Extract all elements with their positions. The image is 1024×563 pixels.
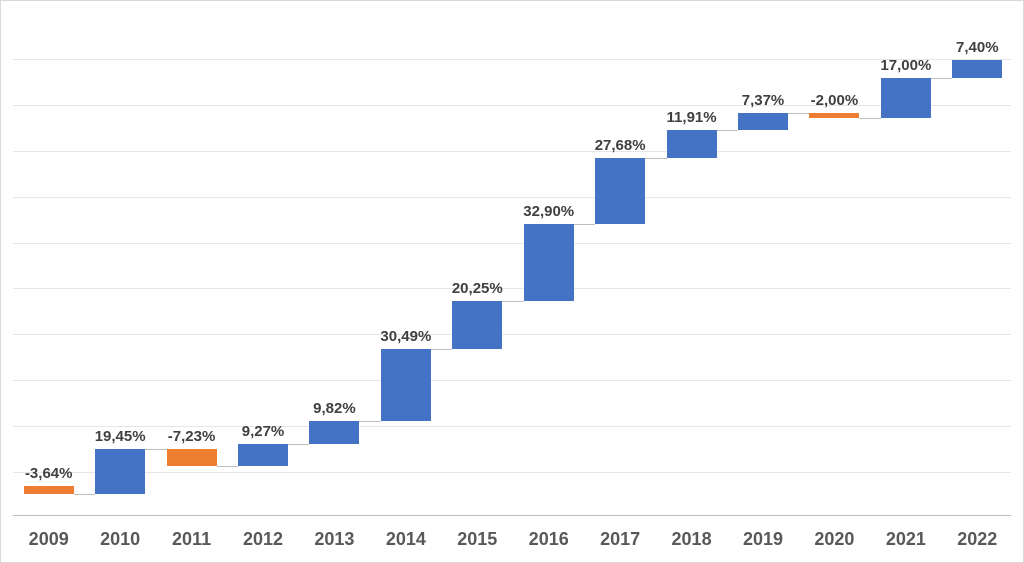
waterfall-bar	[95, 449, 145, 495]
x-axis-label: 2011	[172, 529, 211, 550]
connector	[931, 78, 952, 79]
x-axis-label: 2022	[957, 529, 997, 550]
plot-area: -3,64% 19,45% -7,23% 9,27% 9,82% 30,49% 20,25%…	[13, 13, 1011, 516]
gridline	[13, 197, 1011, 198]
waterfall-bar	[381, 349, 431, 421]
data-label: 19,45%	[95, 428, 146, 445]
connector	[431, 349, 452, 350]
waterfall-bar	[24, 486, 74, 495]
connector	[717, 130, 738, 131]
x-axis-label: 2016	[529, 529, 569, 550]
connector	[859, 118, 880, 119]
waterfall-bar	[452, 301, 502, 349]
x-axis-label: 2019	[743, 529, 783, 550]
connector	[74, 494, 95, 495]
data-label: 9,82%	[313, 400, 356, 417]
data-label: 32,90%	[523, 203, 574, 220]
waterfall-bar	[309, 421, 359, 444]
waterfall-bar	[881, 78, 931, 118]
gridline	[13, 105, 1011, 106]
connector	[359, 421, 380, 422]
data-label: 9,27%	[242, 423, 285, 440]
connector	[288, 444, 309, 445]
data-label: 11,91%	[667, 109, 717, 126]
waterfall-bar	[738, 113, 788, 130]
gridline	[13, 380, 1011, 381]
connector	[217, 466, 238, 467]
data-label: 7,40%	[956, 39, 999, 56]
waterfall-bar	[595, 158, 645, 223]
data-label: -3,64%	[25, 465, 73, 482]
x-axis-label: 2014	[386, 529, 426, 550]
data-label: -2,00%	[811, 92, 859, 109]
waterfall-bar	[238, 444, 288, 466]
waterfall-bar	[952, 60, 1002, 77]
gridline	[13, 59, 1011, 60]
connector	[502, 301, 523, 302]
x-axis-label: 2015	[457, 529, 497, 550]
chart-frame: -3,64% 19,45% -7,23% 9,27% 9,82% 30,49% 20,25%…	[0, 0, 1024, 563]
connector	[788, 113, 809, 114]
gridline	[13, 472, 1011, 473]
data-label: 30,49%	[380, 328, 431, 345]
x-axis-label: 2012	[243, 529, 283, 550]
connector	[145, 449, 166, 450]
x-axis-label: 2021	[886, 529, 926, 550]
gridline	[13, 334, 1011, 335]
x-axis-label: 2009	[29, 529, 69, 550]
data-label: 17,00%	[880, 57, 931, 74]
connector	[574, 224, 595, 225]
data-label: -7,23%	[168, 428, 216, 445]
waterfall-bar	[524, 224, 574, 302]
x-axis-label: 2020	[814, 529, 854, 550]
gridline	[13, 151, 1011, 152]
gridline	[13, 243, 1011, 244]
x-axis-label: 2018	[672, 529, 712, 550]
gridline	[13, 288, 1011, 289]
data-label: 7,37%	[742, 92, 785, 109]
waterfall-bar	[809, 113, 859, 118]
x-axis-label: 2013	[314, 529, 354, 550]
gridline	[13, 426, 1011, 427]
x-axis-label: 2017	[600, 529, 640, 550]
data-label: 27,68%	[595, 137, 646, 154]
waterfall-bar	[167, 449, 217, 466]
waterfall-bar	[667, 130, 717, 158]
connector	[645, 158, 666, 159]
x-axis-label: 2010	[100, 529, 140, 550]
data-label: 20,25%	[452, 280, 503, 297]
